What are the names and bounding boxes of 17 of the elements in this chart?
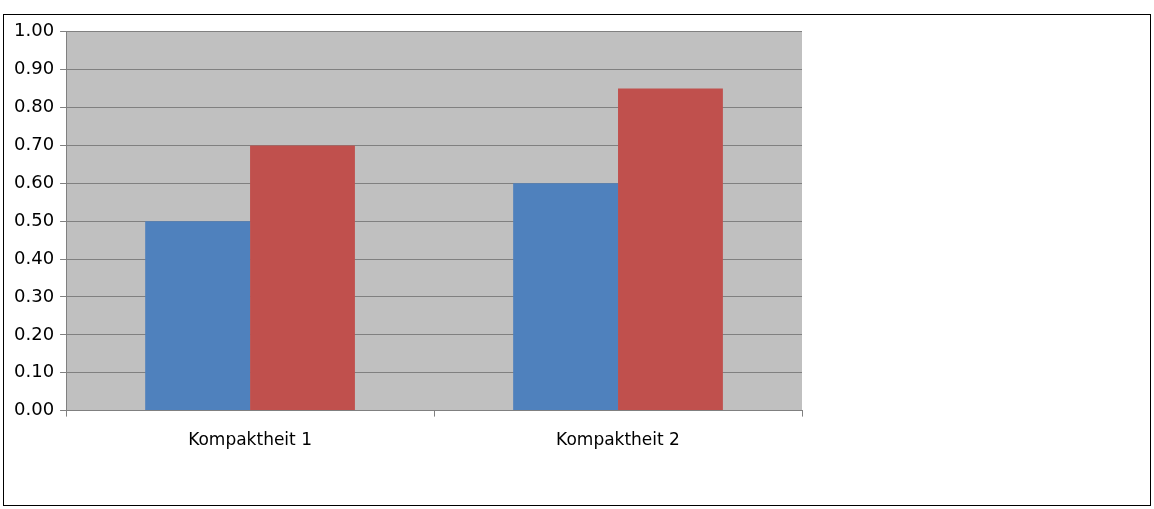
x-tick-label: Kompaktheit 1 (188, 429, 312, 450)
y-tick-label: 0.50 (14, 208, 55, 230)
bar (250, 145, 355, 411)
y-tick-label: 0.90 (14, 57, 55, 79)
y-tick-label: 0.40 (14, 246, 55, 268)
y-tick-label: 0.00 (14, 398, 55, 420)
y-tick-label: 0.30 (14, 284, 55, 306)
y-tick-label: 0.20 (14, 322, 55, 344)
bar (618, 88, 723, 411)
y-tick-label: 0.70 (14, 133, 55, 155)
y-tick-label: 0.60 (14, 170, 55, 192)
bar (145, 221, 251, 411)
y-tick-label: 1.00 (14, 19, 55, 41)
bar (513, 183, 619, 411)
x-tick-label: Kompaktheit 2 (556, 429, 680, 450)
y-tick-label: 0.10 (14, 360, 55, 382)
y-tick-label: 0.80 (14, 95, 55, 117)
